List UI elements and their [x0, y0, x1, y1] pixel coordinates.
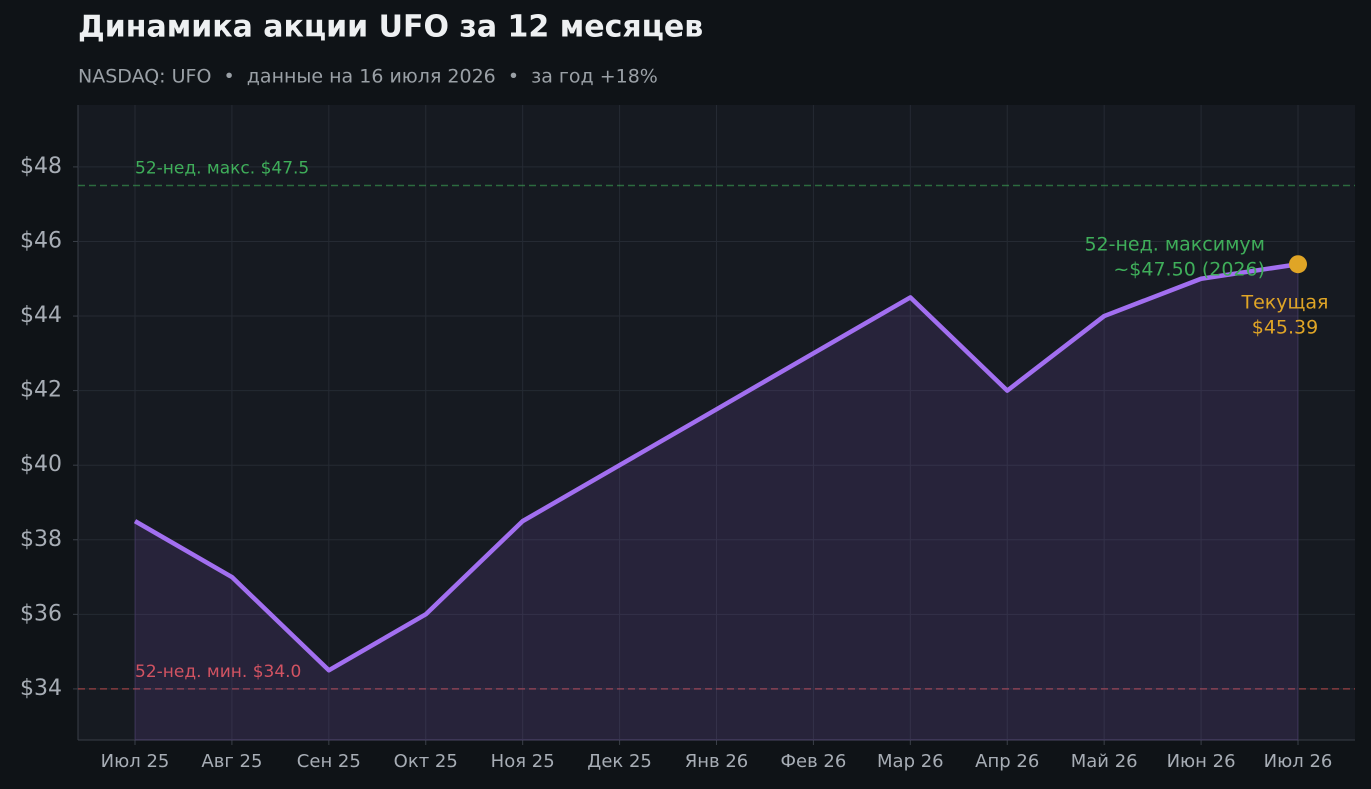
- x-tick-label: Июн 26: [1167, 751, 1236, 772]
- value-label: $45.39: [1252, 317, 1318, 339]
- y-tick-label: $40: [20, 452, 62, 477]
- annotation: 52-нед. максимум: [1084, 234, 1265, 256]
- x-tick-label: Июл 26: [1264, 751, 1333, 772]
- x-tick-label: Окт 25: [394, 751, 458, 772]
- annotation: ~$47.50 (2026): [1113, 259, 1265, 281]
- y-tick-label: $46: [20, 228, 62, 253]
- x-tick-label: Ноя 25: [491, 751, 555, 772]
- x-tick-label: Сен 25: [297, 751, 361, 772]
- y-tick-label: $34: [20, 676, 62, 701]
- y-tick-label: $38: [20, 527, 62, 552]
- x-tick-label: Янв 26: [685, 751, 749, 772]
- x-tick-label: Июл 25: [101, 751, 170, 772]
- x-tick-label: Апр 26: [975, 751, 1039, 772]
- chart-subtitle: NASDAQ: UFO • данные на 16 июля 2026 • з…: [78, 66, 658, 88]
- line: [133, 261, 1299, 673]
- x-tick-label: Дек 25: [587, 751, 652, 772]
- y-tick-label: $44: [20, 303, 62, 328]
- current-label: Текущая: [1241, 292, 1329, 314]
- x-tick-label: Авг 25: [201, 751, 262, 772]
- x-tick-label: Май 26: [1071, 751, 1138, 772]
- current-marker: [1289, 255, 1307, 274]
- chart-title: Динамика акции UFO за 12 месяцев: [78, 10, 703, 45]
- reference-label: 52-нед. мин. $34.0: [135, 662, 301, 682]
- x-tick-label: Фев 26: [781, 751, 847, 772]
- y-tick-label: $48: [20, 154, 62, 179]
- y-tick-label: $36: [20, 601, 62, 626]
- x-tick-label: Мар 26: [877, 751, 944, 772]
- reference-label: 52-нед. макс. $47.5: [135, 159, 309, 179]
- y-tick-label: $42: [20, 378, 62, 403]
